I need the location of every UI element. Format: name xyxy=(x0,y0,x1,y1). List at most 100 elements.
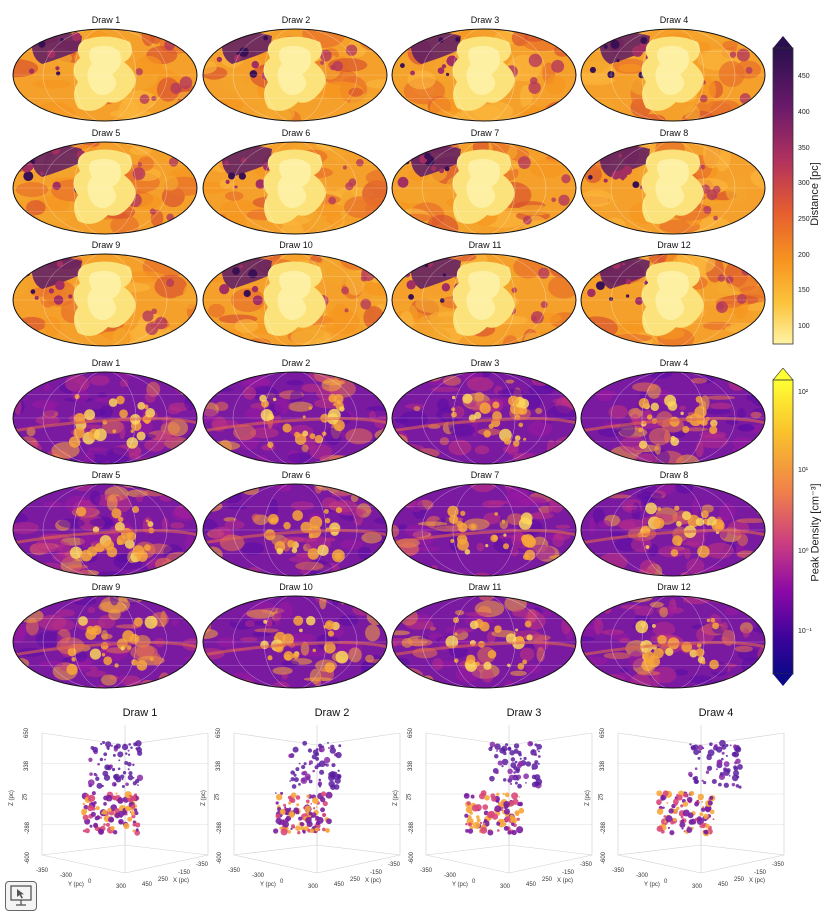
density-map xyxy=(12,371,198,465)
y-tick-label: -350 xyxy=(228,868,241,874)
map-title: Draw 6 xyxy=(281,470,311,480)
y-axis-label: Y (pc) xyxy=(452,882,468,888)
distance-map xyxy=(12,28,198,122)
x-axis-label: X (pc) xyxy=(749,878,766,884)
x-tick-label: -150 xyxy=(370,870,383,876)
x-tick-label: 450 xyxy=(526,882,537,888)
density-map xyxy=(391,595,577,689)
distance-tick-label: 100 xyxy=(798,323,810,330)
z-tick-label: 650 xyxy=(408,727,415,739)
y-tick-label: 300 xyxy=(308,884,319,890)
cube-title: Draw 3 xyxy=(506,707,542,719)
distance-map xyxy=(580,253,766,347)
z-tick-label: 25 xyxy=(406,793,413,801)
distance-tick-label: 200 xyxy=(798,252,810,259)
map-title: Draw 12 xyxy=(657,240,691,250)
distance-map xyxy=(391,253,577,347)
distance-colorbar xyxy=(772,36,794,346)
map-title: Draw 10 xyxy=(279,582,313,592)
map-title: Draw 8 xyxy=(659,470,689,480)
z-tick-label: 338 xyxy=(216,760,223,772)
map-title: Draw 3 xyxy=(470,358,500,368)
x-tick-label: 250 xyxy=(734,877,745,883)
distance-map xyxy=(391,28,577,122)
z-tick-label: 25 xyxy=(598,793,605,801)
z-tick-label: -600 xyxy=(601,851,608,865)
density-colorbar-label: Peak Density [cm⁻³] xyxy=(809,483,822,582)
cube-3d-plot xyxy=(41,725,209,874)
map-title: Draw 12 xyxy=(657,582,691,592)
z-tick-label: 25 xyxy=(22,793,29,801)
y-tick-label: 0 xyxy=(280,879,284,885)
cube-3d-plot xyxy=(233,725,401,874)
z-tick-label: 25 xyxy=(214,793,221,801)
map-title: Draw 11 xyxy=(468,240,502,250)
distance-map xyxy=(580,28,766,122)
y-tick-label: -350 xyxy=(612,868,625,874)
x-axis-label: X (pc) xyxy=(173,878,190,884)
x-axis-label: X (pc) xyxy=(557,878,574,884)
y-tick-label: 0 xyxy=(88,879,92,885)
x-tick-label: 450 xyxy=(718,882,729,888)
z-tick-label: 650 xyxy=(600,727,607,739)
x-tick-label: 450 xyxy=(142,882,153,888)
distance-tick-label: 300 xyxy=(798,180,810,187)
density-tick-label: 10¹ xyxy=(798,467,809,474)
x-tick-label: -350 xyxy=(196,862,209,868)
y-tick-label: 300 xyxy=(116,884,127,890)
map-title: Draw 9 xyxy=(91,582,121,592)
map-title: Draw 3 xyxy=(470,15,500,25)
z-tick-label: -288 xyxy=(409,821,416,835)
map-title: Draw 1 xyxy=(91,358,121,368)
map-title: Draw 10 xyxy=(279,240,313,250)
y-tick-label: 0 xyxy=(664,879,668,885)
y-tick-label: -300 xyxy=(60,873,73,879)
map-title: Draw 4 xyxy=(659,358,689,368)
map-title: Draw 8 xyxy=(659,128,689,138)
map-title: Draw 7 xyxy=(470,128,500,138)
map-title: Draw 5 xyxy=(91,470,121,480)
distance-map xyxy=(391,141,577,235)
x-tick-label: 250 xyxy=(350,877,361,883)
distance-map xyxy=(202,253,388,347)
y-axis-label: Y (pc) xyxy=(260,882,276,888)
density-map xyxy=(12,483,198,577)
distance-tick-label: 350 xyxy=(798,145,810,152)
density-tick-label: 10⁻¹ xyxy=(798,628,812,635)
y-tick-label: 0 xyxy=(472,879,476,885)
y-axis-label: Y (pc) xyxy=(68,882,84,888)
y-tick-label: -300 xyxy=(252,873,265,879)
cube-title: Draw 1 xyxy=(122,707,158,719)
x-tick-label: 250 xyxy=(542,877,553,883)
density-map xyxy=(202,371,388,465)
z-tick-label: 338 xyxy=(600,760,607,772)
z-tick-label: -288 xyxy=(601,821,608,835)
x-tick-label: -350 xyxy=(388,862,401,868)
density-map xyxy=(580,371,766,465)
z-tick-label: -600 xyxy=(217,851,224,865)
y-tick-label: -350 xyxy=(36,868,49,874)
z-tick-label: -288 xyxy=(217,821,224,835)
distance-colorbar-label: Distance [pc] xyxy=(809,162,821,226)
map-title: Draw 1 xyxy=(91,15,121,25)
y-axis-label: Y (pc) xyxy=(644,882,660,888)
z-tick-label: 650 xyxy=(24,727,31,739)
map-title: Draw 2 xyxy=(281,358,311,368)
cursor-monitor-icon[interactable] xyxy=(5,881,37,911)
map-title: Draw 7 xyxy=(470,470,500,480)
cube-title: Draw 2 xyxy=(314,707,350,719)
distance-tick-label: 250 xyxy=(798,216,810,223)
z-axis-label: Z (pc) xyxy=(392,790,399,806)
density-tick-label: 10⁰ xyxy=(798,548,809,555)
z-tick-label: -600 xyxy=(409,851,416,865)
distance-map xyxy=(580,141,766,235)
x-tick-label: 250 xyxy=(158,877,169,883)
map-title: Draw 9 xyxy=(91,240,121,250)
x-tick-label: -150 xyxy=(754,870,767,876)
x-tick-label: -150 xyxy=(178,870,191,876)
distance-map xyxy=(12,141,198,235)
y-tick-label: -300 xyxy=(444,873,457,879)
density-tick-label: 10² xyxy=(798,389,809,396)
z-tick-label: 338 xyxy=(24,760,31,772)
z-axis-label: Z (pc) xyxy=(584,790,591,806)
